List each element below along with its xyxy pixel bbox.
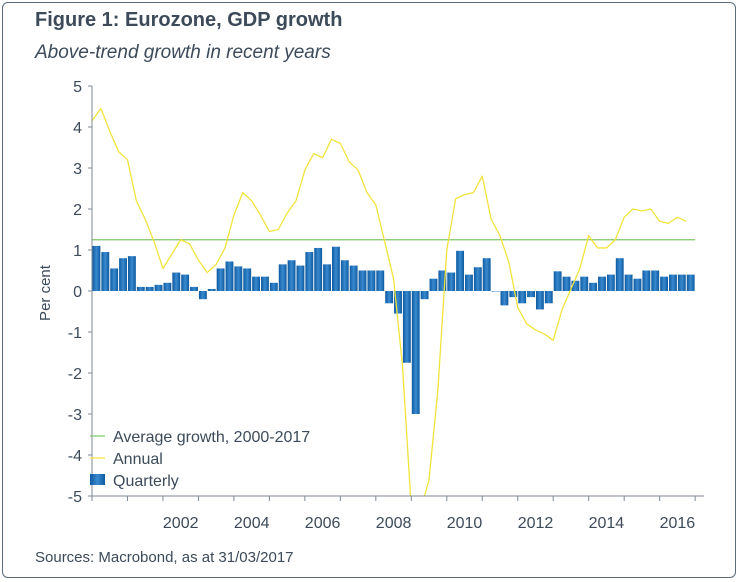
quarterly-bar bbox=[482, 258, 491, 291]
quarterly-bar bbox=[252, 276, 261, 291]
quarterly-bar bbox=[633, 278, 642, 291]
quarterly-bar bbox=[110, 268, 119, 291]
quarterly-bar bbox=[500, 291, 509, 306]
y-tick-label: 0 bbox=[73, 284, 82, 301]
quarterly-bar bbox=[154, 284, 163, 291]
quarterly-bar bbox=[411, 291, 420, 414]
quarterly-bar bbox=[314, 247, 323, 291]
quarterly-bar bbox=[145, 286, 154, 291]
quarterly-bar bbox=[163, 282, 172, 291]
quarterly-bar bbox=[278, 264, 287, 291]
y-tick-label: 4 bbox=[73, 120, 82, 137]
quarterly-bar bbox=[562, 276, 571, 291]
x-tick-label: 2004 bbox=[234, 515, 270, 532]
quarterly-bar bbox=[660, 276, 669, 291]
legend: Average growth, 2000-2017 Annual Quarter… bbox=[90, 429, 310, 490]
quarterly-bar bbox=[571, 280, 580, 291]
legend-label-annual: Annual bbox=[113, 451, 163, 468]
quarterly-bar bbox=[207, 288, 216, 291]
quarterly-bar bbox=[669, 274, 677, 291]
quarterly-bar bbox=[580, 276, 589, 291]
quarterly-bar bbox=[287, 260, 296, 291]
x-tick-label: 2008 bbox=[376, 515, 412, 532]
legend-label-quarterly: Quarterly bbox=[113, 473, 179, 490]
annual-growth-line bbox=[92, 107, 687, 496]
quarterly-bar bbox=[92, 245, 101, 291]
quarterly-bar bbox=[473, 267, 482, 291]
quarterly-bar bbox=[101, 252, 110, 291]
quarterly-bar bbox=[243, 268, 252, 291]
quarterly-bar bbox=[127, 256, 136, 291]
x-tick-label: 2010 bbox=[447, 515, 483, 532]
quarterly-bar bbox=[535, 291, 544, 310]
quarterly-bar bbox=[323, 264, 331, 291]
quarterly-bar bbox=[518, 291, 527, 304]
legend-label-average: Average growth, 2000-2017 bbox=[113, 429, 310, 446]
quarterly-bar bbox=[465, 274, 473, 291]
quarterly-bar bbox=[438, 270, 447, 291]
x-tick-label: 2006 bbox=[305, 515, 341, 532]
quarterly-bar bbox=[216, 268, 225, 291]
x-tick-label: 2016 bbox=[660, 515, 696, 532]
y-tick-label: -2 bbox=[68, 366, 82, 383]
y-tick-label: -4 bbox=[68, 448, 82, 465]
quarterly-bar bbox=[624, 274, 633, 291]
quarterly-bar bbox=[544, 291, 553, 304]
quarterly-bar bbox=[340, 260, 349, 291]
y-tick-label: 3 bbox=[73, 161, 82, 178]
quarterly-bar bbox=[198, 291, 207, 300]
quarterly-bar bbox=[642, 270, 651, 291]
quarterly-bar bbox=[190, 286, 198, 291]
quarterly-bar bbox=[172, 272, 181, 291]
quarterly-bar bbox=[686, 274, 695, 291]
quarterly-bar bbox=[181, 274, 190, 291]
y-axis-label: Per cent bbox=[37, 264, 54, 321]
quarterly-bar bbox=[358, 270, 367, 291]
quarterly-bar bbox=[598, 276, 606, 291]
quarterly-bar bbox=[261, 276, 269, 291]
source-note: Sources: Macrobond, as at 31/03/2017 bbox=[35, 549, 294, 566]
x-tick-label: 2002 bbox=[163, 515, 199, 532]
legend-swatch-quarterly bbox=[90, 474, 105, 485]
chart-title: Figure 1: Eurozone, GDP growth bbox=[35, 9, 343, 31]
quarterly-bar bbox=[225, 261, 234, 291]
quarterly-bar bbox=[119, 258, 127, 291]
quarterly-bar bbox=[349, 265, 358, 291]
quarterly-bar bbox=[402, 291, 411, 363]
quarterly-bar bbox=[509, 291, 518, 298]
chart-subtitle: Above-trend growth in recent years bbox=[35, 42, 331, 63]
quarterly-bar bbox=[420, 291, 429, 300]
y-tick-label: 1 bbox=[73, 243, 82, 260]
y-tick-label: -5 bbox=[68, 489, 82, 506]
quarterly-bar bbox=[491, 291, 500, 292]
quarterly-bar bbox=[429, 278, 438, 291]
quarterly-bar bbox=[331, 246, 340, 291]
quarterly-bar bbox=[589, 282, 598, 291]
quarterly-bar bbox=[234, 266, 243, 291]
quarterly-bar bbox=[394, 291, 402, 314]
quarterly-bar bbox=[367, 270, 376, 291]
quarterly-bar bbox=[305, 252, 314, 291]
quarterly-bar bbox=[615, 258, 624, 291]
y-tick-label: -3 bbox=[68, 407, 82, 424]
y-tick-label: 5 bbox=[73, 79, 82, 96]
quarterly-bar bbox=[606, 274, 615, 291]
quarterly-bar bbox=[296, 265, 305, 291]
y-tick-label: 2 bbox=[73, 202, 82, 219]
y-tick-label: -1 bbox=[68, 325, 82, 342]
quarterly-bar bbox=[456, 250, 465, 291]
x-tick-label: 2012 bbox=[518, 515, 554, 532]
quarterly-bar bbox=[651, 270, 660, 291]
quarterly-bar bbox=[385, 291, 394, 304]
quarterly-bar bbox=[136, 286, 145, 291]
quarterly-bar bbox=[447, 272, 456, 291]
quarterly-bar bbox=[269, 282, 278, 291]
quarterly-bar bbox=[677, 274, 686, 291]
quarterly-bar bbox=[527, 291, 535, 298]
quarterly-bar bbox=[376, 270, 385, 291]
x-tick-label: 2014 bbox=[589, 515, 625, 532]
quarterly-bar bbox=[553, 271, 562, 291]
